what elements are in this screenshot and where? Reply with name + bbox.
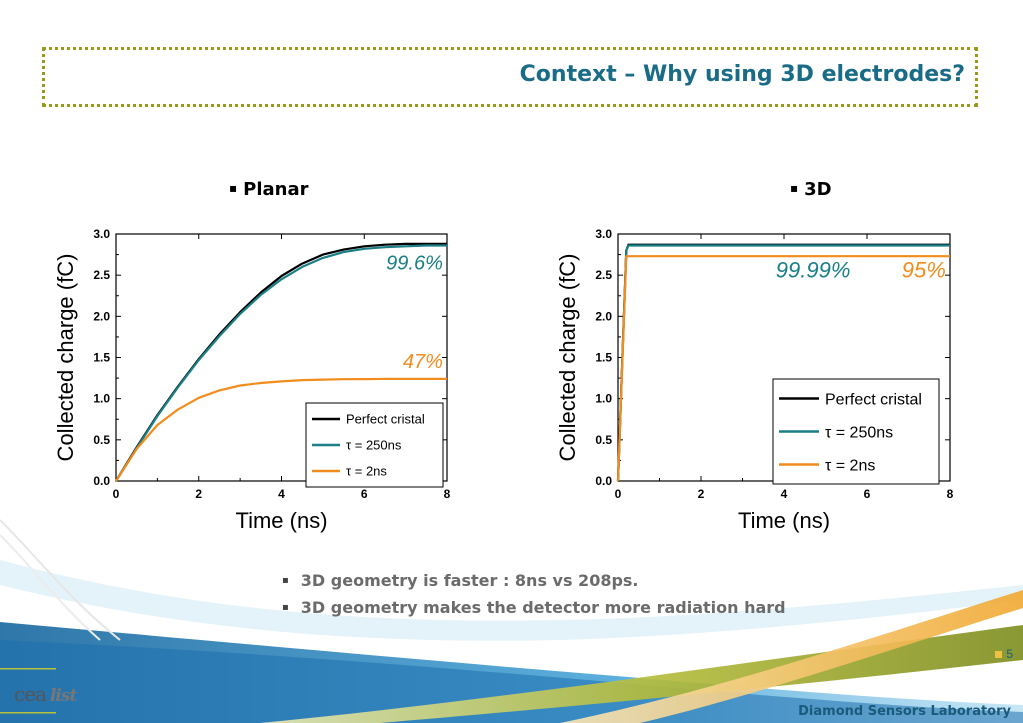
- slide-title: Context – Why using 3D electrodes?: [519, 62, 965, 87]
- chart-2-y-tick-label: 0.5: [595, 433, 612, 447]
- bullet-square-icon: ▪: [282, 575, 289, 586]
- panel-title-planar: ▪ Planar: [229, 179, 309, 200]
- chart-2-legend-label: τ = 2ns: [825, 457, 875, 474]
- chart-1-y-tick-label: 0.0: [93, 474, 110, 488]
- chart-1-y-tick-label: 3.0: [93, 227, 110, 241]
- list-item: ▪ 3D geometry is faster : 8ns vs 208ps.: [282, 571, 786, 590]
- bullet-square-icon: ▪: [229, 181, 238, 195]
- page-number-text: 5: [1006, 647, 1013, 661]
- chart-1-annotation: 47%: [403, 351, 443, 373]
- title-frame: Context – Why using 3D electrodes?: [42, 47, 978, 107]
- chart-1-legend-label: τ = 2ns: [346, 464, 387, 479]
- chart-2-series-line-3: [616, 255, 950, 482]
- list-item: ▪ 3D geometry makes the detector more rad…: [282, 598, 786, 617]
- chart-1-y-tick-label: 1.0: [93, 392, 110, 406]
- chart-2-y-tick-label: 3.0: [595, 227, 612, 241]
- page-number: 5: [995, 647, 1013, 661]
- chart-1-series-line-3: [115, 377, 447, 482]
- chart-1-x-axis-label: Time (ns): [235, 508, 327, 533]
- chart-2-annotation: 95%: [902, 258, 946, 283]
- chart-1-annotation: 99.6%: [386, 252, 443, 274]
- chart-2-y-tick-label: 1.0: [595, 392, 612, 406]
- chart-1-legend-label: τ = 250ns: [346, 438, 402, 453]
- chart-2-x-tick-label: 6: [864, 487, 871, 501]
- chart-2-x-tick-label: 2: [698, 487, 705, 501]
- chart-2-x-tick-label: 4: [781, 487, 788, 501]
- chart-2-y-axis-label: Collected charge (fC): [555, 254, 580, 462]
- chart-2-y-tick-label: 0.0: [595, 474, 612, 488]
- chart-1-x-tick-label: 0: [113, 487, 120, 501]
- chart-2-legend-label: τ = 250ns: [825, 424, 893, 441]
- chart-1-x-tick-label: 2: [195, 487, 202, 501]
- bullet-square-icon: ▪: [282, 602, 289, 613]
- panel-title-planar-label: Planar: [243, 179, 309, 200]
- panel-title-3d: ▪ 3D: [790, 179, 832, 200]
- chart-1-x-tick-label: 4: [278, 487, 285, 501]
- chart-2-x-axis-label: Time (ns): [738, 508, 830, 533]
- cea-list-logo: cea list: [14, 682, 77, 706]
- chart-2-y-tick-label: 2.5: [595, 268, 612, 282]
- chart-1-y-axis-label: Collected charge (fC): [53, 254, 78, 462]
- chart-1-x-tick-label: 8: [444, 487, 451, 501]
- logo-text: cea: [14, 682, 47, 706]
- chart-1-series-line-2: [115, 244, 447, 482]
- bullet-text: 3D geometry is faster : 8ns vs 208ps.: [300, 571, 639, 590]
- panel-title-3d-label: 3D: [804, 179, 832, 200]
- footer-lab-name: Diamond Sensors Laboratory: [798, 704, 1011, 719]
- chart-1-x-tick-label: 6: [361, 487, 368, 501]
- chart-2-annotation: 99.99%: [776, 258, 851, 283]
- chart-1-y-tick-label: 0.5: [93, 433, 110, 447]
- chart-2-x-tick-label: 0: [615, 487, 622, 501]
- chart-1-legend-label: Perfect cristal: [346, 412, 425, 427]
- conclusion-list: ▪ 3D geometry is faster : 8ns vs 208ps. ▪…: [282, 571, 786, 625]
- chart-1-y-tick-label: 2.5: [93, 268, 110, 282]
- chart-2-y-tick-label: 1.5: [595, 351, 612, 365]
- chart-2-legend-label: Perfect cristal: [825, 391, 922, 408]
- bullet-square-icon: ▪: [790, 181, 799, 195]
- logo-subtext: list: [49, 686, 77, 706]
- chart-2-x-tick-label: 8: [947, 487, 954, 501]
- page-square-icon: [995, 651, 1003, 658]
- chart-2-y-tick-label: 2.0: [595, 309, 612, 323]
- chart-1-y-tick-label: 2.0: [93, 309, 110, 323]
- bullet-text: 3D geometry makes the detector more radi…: [300, 598, 786, 617]
- chart-1-y-tick-label: 1.5: [93, 351, 110, 365]
